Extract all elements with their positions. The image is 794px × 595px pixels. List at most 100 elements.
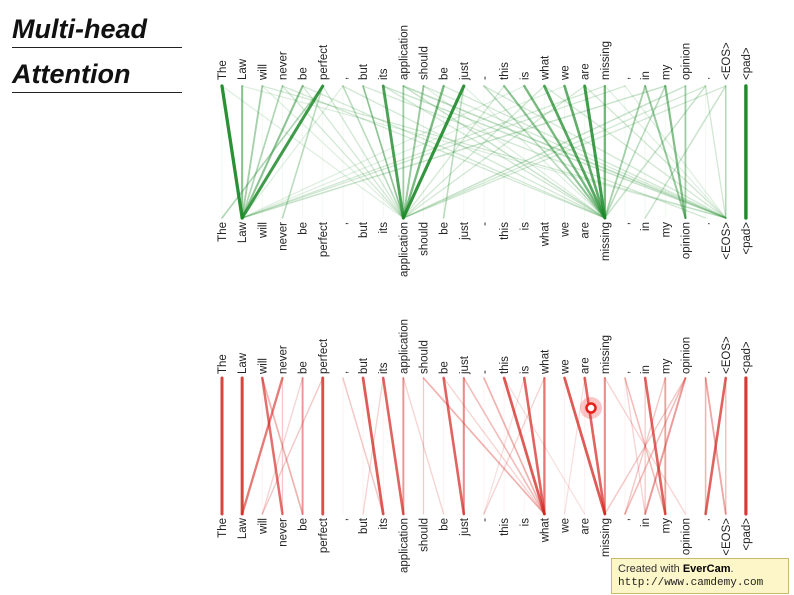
token-label-top: <EOS> [721, 336, 733, 374]
attention-link [624, 377, 646, 515]
attention-link [241, 85, 344, 219]
attention-link [583, 376, 607, 516]
attention-link [240, 84, 325, 220]
token-label-top: in [640, 71, 652, 80]
token-label-bottom: perfect [318, 221, 330, 257]
token-label-bottom: <EOS> [721, 222, 733, 260]
token-label-bottom: be [298, 222, 310, 235]
token-label-top: never [277, 51, 289, 80]
token-label-bottom: this [499, 222, 511, 240]
token-label-top: this [499, 62, 511, 80]
attention-link [604, 85, 667, 219]
token-label-top: missing [600, 41, 612, 80]
attention-link [241, 85, 284, 219]
attention-link [624, 377, 687, 515]
token-label-top: be [298, 361, 310, 374]
attention-link [261, 376, 284, 516]
token-label-bottom: should [419, 222, 431, 256]
attention-link [483, 85, 606, 219]
attention-link [241, 85, 606, 219]
attention-link [301, 85, 606, 219]
attention-link [402, 85, 707, 219]
token-label-bottom: The [217, 222, 229, 242]
attention-link [342, 377, 384, 515]
attention-link [604, 377, 687, 515]
token-label-bottom: just [459, 517, 471, 537]
token-label-top: just [459, 61, 471, 81]
token-label-bottom: is [519, 518, 531, 527]
token-label-bottom: . [701, 518, 713, 521]
attention-link [422, 85, 727, 219]
token-label-top: will [257, 358, 269, 375]
attention-link [402, 85, 586, 219]
token-label-bottom: just [459, 221, 471, 241]
token-label-bottom: opinion [680, 518, 692, 555]
attention-link [422, 85, 606, 219]
attention-link [342, 85, 405, 219]
token-label-top: - [479, 370, 491, 374]
token-label-bottom: , [620, 518, 632, 521]
attention-link [241, 85, 727, 219]
attention-link [261, 377, 304, 515]
token-label-top: are [580, 63, 592, 80]
attention-link [402, 85, 727, 219]
token-label-top: should [419, 340, 431, 374]
attention-link [624, 85, 727, 219]
attention-link [442, 85, 465, 219]
attention-link [422, 377, 546, 515]
attention-link [563, 377, 586, 515]
token-label-bottom: The [217, 518, 229, 538]
token-label-bottom: are [580, 222, 592, 239]
attention-link [281, 85, 324, 219]
attention-link [322, 85, 405, 219]
token-label-bottom: will [257, 222, 269, 239]
attention-link [381, 84, 405, 220]
title-line-1: Multi-head [12, 14, 182, 48]
token-label-bottom: in [640, 518, 652, 527]
attention-link [604, 377, 687, 515]
attention-link [402, 85, 425, 219]
cursor-dot [585, 402, 597, 414]
attention-link [220, 84, 244, 220]
token-label-bottom: - [479, 222, 491, 226]
attention-link [442, 85, 727, 219]
attention-link [644, 377, 687, 515]
attention-link [523, 84, 607, 220]
attention-link [583, 84, 607, 220]
attention-link [584, 85, 727, 219]
attention-link [664, 84, 687, 220]
attention-link [241, 85, 264, 219]
attention-panel-red: TheTheLawLawwillwillneverneverbebeperfec… [217, 319, 753, 573]
token-label-bottom: perfect [318, 517, 330, 553]
attention-link [261, 377, 304, 515]
attention-link [483, 85, 727, 219]
token-label-top: . [701, 371, 713, 374]
token-label-bottom: but [358, 221, 370, 238]
token-label-top: opinion [680, 337, 692, 374]
token-label-top: <pad> [741, 341, 753, 374]
attention-link [362, 85, 405, 219]
attention-link [522, 376, 546, 516]
token-label-top: perfect [318, 44, 330, 80]
attention-link [563, 376, 607, 516]
attention-link [382, 85, 606, 219]
attention-link [361, 376, 385, 516]
token-label-bottom: my [660, 222, 672, 238]
token-label-bottom: its [378, 222, 390, 234]
attention-link [241, 85, 525, 219]
token-label-top: opinion [680, 43, 692, 80]
token-label-bottom: , [338, 222, 350, 225]
attention-link [241, 85, 667, 219]
token-label-bottom: , [620, 222, 632, 225]
attention-link [704, 376, 728, 516]
attention-link [502, 376, 546, 516]
token-label-bottom: we [560, 518, 572, 534]
attention-link [442, 377, 546, 515]
token-label-bottom: be [298, 518, 310, 531]
attention-link [463, 85, 606, 219]
token-label-top: my [660, 64, 672, 80]
attention-link [463, 377, 546, 515]
token-label-bottom: missing [600, 518, 612, 557]
token-label-bottom: application [398, 222, 410, 277]
token-label-top: will [257, 64, 269, 81]
